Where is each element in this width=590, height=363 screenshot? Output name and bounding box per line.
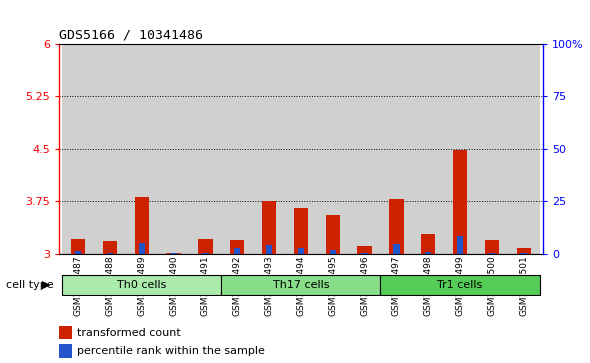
Bar [198, 238, 212, 254]
Text: transformed count: transformed count [77, 327, 181, 338]
Bar [202, 253, 209, 254]
Text: Tr1 cells: Tr1 cells [437, 280, 483, 290]
Bar [59, 326, 71, 339]
Bar [62, 44, 94, 254]
Bar [126, 44, 158, 254]
Bar [294, 208, 308, 254]
Bar [516, 249, 531, 254]
Bar [520, 253, 527, 254]
Bar [298, 248, 304, 254]
Bar [221, 275, 381, 295]
Bar [234, 248, 241, 254]
Bar [75, 250, 81, 254]
Bar [266, 245, 273, 254]
Bar [135, 196, 149, 254]
Text: Th17 cells: Th17 cells [273, 280, 329, 290]
Bar [393, 244, 399, 254]
Text: GDS5166 / 10341486: GDS5166 / 10341486 [59, 28, 203, 41]
Bar [230, 240, 244, 254]
Bar [358, 246, 372, 254]
Bar [485, 240, 499, 254]
Bar [189, 44, 221, 254]
Bar [253, 44, 285, 254]
Text: percentile rank within the sample: percentile rank within the sample [77, 346, 264, 356]
Bar [457, 236, 463, 254]
Bar [489, 253, 495, 254]
Bar [103, 241, 117, 254]
Bar [221, 44, 253, 254]
Bar [349, 44, 381, 254]
Text: cell type: cell type [6, 280, 54, 290]
Bar [59, 344, 71, 358]
Bar [62, 275, 221, 295]
Bar [94, 44, 126, 254]
Bar [412, 44, 444, 254]
Bar [317, 44, 349, 254]
Text: Th0 cells: Th0 cells [117, 280, 166, 290]
Bar [381, 275, 540, 295]
Bar [107, 253, 113, 254]
Bar [71, 238, 86, 254]
Bar [285, 44, 317, 254]
Bar [425, 252, 431, 254]
Bar [476, 44, 508, 254]
Bar [453, 150, 467, 254]
Bar [421, 234, 435, 254]
Bar [158, 44, 189, 254]
Bar [508, 44, 540, 254]
Bar [171, 253, 177, 254]
Bar [166, 253, 181, 254]
Text: ▶: ▶ [42, 280, 50, 290]
Bar [262, 201, 276, 254]
Bar [139, 243, 145, 254]
Bar [326, 215, 340, 254]
Bar [381, 44, 412, 254]
Bar [444, 44, 476, 254]
Bar [389, 199, 404, 254]
Bar [361, 253, 368, 254]
Bar [329, 250, 336, 254]
